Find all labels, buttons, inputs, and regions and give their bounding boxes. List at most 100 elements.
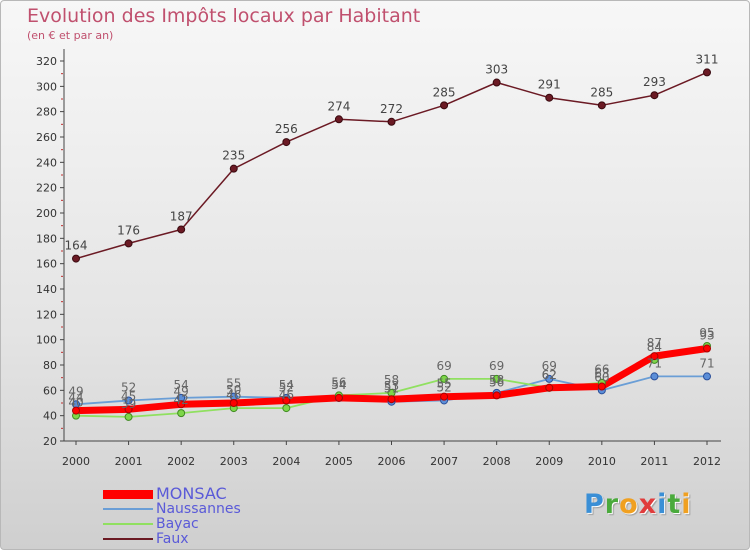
data-label-naussannes: 71 [699, 356, 714, 370]
y-minor-tick [61, 377, 63, 379]
data-label-bayac: 39 [121, 397, 136, 411]
y-minor-tick [61, 250, 63, 252]
y-tick-label: 20 [43, 435, 57, 448]
point-bayac [440, 374, 449, 383]
x-tick-label: 2006 [378, 455, 406, 468]
y-tick-label: 240 [36, 156, 57, 169]
data-label-monsac: 54 [331, 378, 346, 392]
x-tick-label: 2007 [430, 455, 458, 468]
x-tick-label: 2010 [588, 455, 616, 468]
point-bayac [124, 412, 133, 421]
y-minor-tick [61, 326, 63, 328]
point-monsac [177, 400, 186, 409]
data-label-bayac: 69 [436, 359, 451, 373]
y-minor-tick [61, 351, 63, 353]
data-label-faux: 164 [65, 239, 88, 253]
y-minor-tick [61, 225, 63, 227]
data-label-bayac: 66 [594, 363, 609, 377]
data-label-naussannes: 58 [489, 373, 504, 387]
point-faux [124, 239, 133, 248]
logo-letter: o [619, 489, 639, 520]
data-label-naussannes: 52 [436, 380, 451, 394]
x-tick-label: 2009 [535, 455, 563, 468]
point-naussannes [545, 374, 554, 383]
data-label-monsac: 52 [279, 380, 294, 394]
data-label-monsac: 93 [699, 329, 714, 343]
point-monsac [492, 391, 501, 400]
y-tick-label: 40 [43, 410, 57, 423]
data-label-bayac: 46 [279, 388, 294, 402]
point-faux [229, 164, 238, 173]
logo-letter: t [667, 489, 682, 520]
y-tick-label: 100 [36, 334, 57, 347]
point-bayac [177, 409, 186, 418]
x-tick-label: 2012 [693, 455, 721, 468]
logo-letter: P [584, 489, 605, 520]
data-label-monsac: 45 [121, 389, 136, 403]
point-naussannes [703, 372, 711, 381]
y-minor-tick [61, 427, 63, 429]
data-label-bayac: 62 [542, 368, 557, 382]
data-label-monsac: 53 [384, 379, 399, 393]
point-monsac [72, 406, 80, 415]
data-label-naussannes: 49 [68, 384, 83, 398]
data-label-monsac: 50 [226, 383, 241, 397]
data-label-monsac: 63 [594, 367, 609, 381]
point-naussannes [650, 372, 659, 381]
logo-letter: i [681, 489, 692, 520]
y-tick-label: 160 [36, 258, 57, 271]
data-label-faux: 235 [222, 149, 245, 163]
legend-swatch-bayac [103, 523, 153, 525]
logo-letter: x [638, 489, 658, 520]
data-label-naussannes: 60 [594, 370, 609, 384]
point-faux [387, 117, 396, 126]
y-minor-tick [61, 402, 63, 404]
data-label-naussannes: 54 [279, 378, 294, 392]
point-monsac [282, 396, 291, 405]
data-label-bayac: 69 [489, 359, 504, 373]
y-tick-label: 180 [36, 232, 57, 245]
data-label-faux: 293 [643, 75, 666, 89]
point-naussannes [124, 396, 133, 405]
x-tick-label: 2001 [115, 455, 143, 468]
data-label-faux: 176 [117, 223, 140, 237]
legend-swatch-faux [103, 538, 153, 540]
legend-label-monsac: MONSAC [156, 484, 227, 503]
point-bayac [492, 374, 501, 383]
y-tick-label: 320 [36, 55, 57, 68]
y-tick-label: 280 [36, 106, 57, 119]
proxiti-logo: Proxiti [584, 489, 692, 520]
data-label-bayac: 40 [68, 396, 83, 410]
x-tick-label: 2008 [483, 455, 511, 468]
data-label-bayac: 46 [226, 388, 241, 402]
data-label-faux: 291 [538, 78, 561, 92]
data-label-faux: 285 [590, 85, 613, 99]
data-label-faux: 274 [327, 99, 350, 113]
point-faux [440, 101, 449, 110]
point-faux [597, 101, 606, 110]
y-tick-label: 300 [36, 80, 57, 93]
data-label-bayac: 95 [699, 326, 714, 340]
y-minor-tick [61, 199, 63, 201]
data-label-monsac: 44 [68, 391, 83, 405]
y-minor-tick [61, 174, 63, 176]
legend-label-faux: Faux [156, 531, 189, 547]
x-tick-label: 2005 [325, 455, 353, 468]
point-faux [282, 138, 291, 147]
y-tick-label: 220 [36, 182, 57, 195]
x-tick-label: 2004 [272, 455, 300, 468]
y-minor-tick [61, 275, 63, 277]
point-faux [650, 91, 659, 100]
point-faux [177, 225, 186, 234]
data-label-faux: 285 [433, 85, 456, 99]
data-label-faux: 311 [696, 52, 719, 66]
y-tick-label: 260 [36, 131, 57, 144]
y-tick-label: 200 [36, 207, 57, 220]
data-label-faux: 272 [380, 102, 403, 116]
data-label-faux: 303 [485, 63, 508, 77]
series-line-faux [75, 71, 708, 260]
point-bayac [282, 404, 291, 413]
y-minor-tick [61, 123, 63, 125]
data-label-naussannes: 54 [174, 378, 189, 392]
